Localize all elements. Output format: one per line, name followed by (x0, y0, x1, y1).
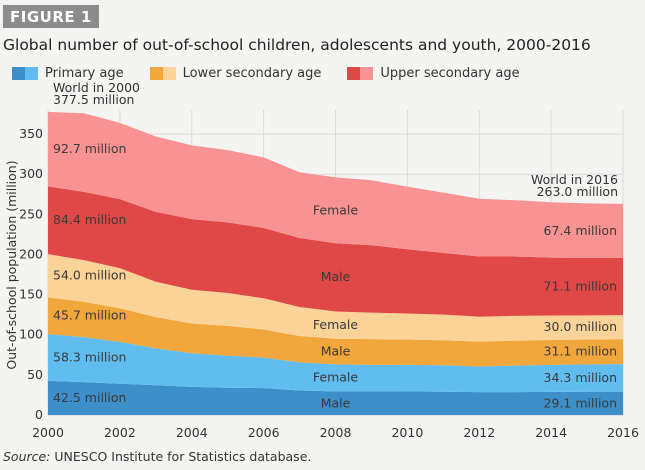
value-labels: 42.5 million 58.3 million 45.7 million 54.0… (53, 141, 617, 410)
value-label: 67.4 million (544, 223, 617, 238)
x-axis-ticks: 2000 2002 2004 2006 2008 2010 2012 2014 2016 (32, 425, 639, 440)
chart-legend: Primary age Lower secondary age Upper se… (12, 66, 546, 81)
world-total-annotation: World in 2016 (531, 172, 618, 187)
x-tick-label: 2004 (176, 425, 208, 440)
legend-swatch-primary-male (12, 67, 25, 80)
legend-swatch-upper-male (347, 67, 361, 80)
area-upper-female (48, 111, 623, 259)
x-tick-label: 2014 (535, 425, 567, 440)
value-label: 58.3 million (53, 349, 126, 364)
y-tick-label: 150 (19, 287, 43, 302)
sex-label: Female (313, 317, 359, 332)
x-tick-label: 2010 (391, 425, 423, 440)
value-label: 45.7 million (53, 308, 126, 323)
value-label: 54.0 million (53, 268, 126, 283)
legend-swatch-lower-male (149, 67, 163, 80)
legend-label-lower-secondary: Lower secondary age (182, 66, 322, 81)
y-axis-label: Out-of-school population (million) (4, 160, 19, 369)
y-tick-label: 350 (19, 126, 43, 141)
world-total-annotation: 263.0 million (537, 184, 618, 199)
sex-label: Male (321, 344, 351, 359)
y-tick-label: 300 (19, 166, 43, 181)
value-label: 34.3 million (544, 370, 617, 385)
value-label: 42.5 million (53, 390, 126, 405)
chart-title: Global number of out-of-school children,… (3, 36, 591, 54)
x-tick-label: 2006 (248, 425, 280, 440)
y-tick-label: 50 (27, 367, 43, 382)
sex-label: Male (321, 269, 351, 284)
area-series (48, 111, 623, 415)
legend-item-lower-secondary: Lower secondary age (149, 66, 322, 81)
x-tick-label: 2002 (104, 425, 136, 440)
figure-label: FIGURE 1 (3, 5, 99, 28)
legend-item-upper-secondary: Upper secondary age (347, 66, 520, 81)
value-label: 92.7 million (53, 141, 126, 156)
source-prefix: Source: (3, 449, 51, 464)
x-tick-label: 2000 (32, 425, 64, 440)
y-axis-ticks: 0 50 100 150 200 250 300 350 (19, 126, 43, 422)
source-text: UNESCO Institute for Statistics database… (50, 449, 312, 464)
area-lower-male (48, 297, 623, 367)
value-label: 30.0 million (544, 319, 617, 334)
area-primary-male (48, 380, 623, 415)
y-tick-label: 0 (35, 407, 43, 422)
value-label: 71.1 million (544, 278, 617, 293)
y-tick-label: 100 (19, 327, 43, 342)
area-upper-male (48, 186, 623, 317)
y-tick-label: 200 (19, 246, 43, 261)
legend-label-upper-secondary: Upper secondary age (380, 66, 520, 81)
x-tick-label: 2016 (607, 425, 639, 440)
legend-label-primary: Primary age (45, 66, 124, 81)
value-label: 84.4 million (53, 212, 126, 227)
sex-label: Male (321, 395, 351, 410)
legend-item-primary: Primary age (12, 66, 124, 81)
source-note: Source: UNESCO Institute for Statistics … (3, 449, 311, 464)
area-lower-female (48, 254, 623, 342)
sex-label: Female (313, 202, 359, 217)
x-tick-label: 2008 (320, 425, 352, 440)
sex-labels: Male Female Male Female Male Female (313, 202, 359, 410)
value-label: 31.1 million (544, 344, 617, 359)
y-tick-label: 250 (19, 206, 43, 221)
world-total-annotation: World in 2000 (53, 80, 140, 95)
legend-swatch-primary-female (25, 67, 38, 80)
x-tick-label: 2012 (463, 425, 495, 440)
world-total-annotation: 377.5 million (53, 92, 134, 107)
area-primary-female (48, 334, 623, 393)
value-label: 29.1 million (544, 395, 617, 410)
sex-label: Female (313, 370, 359, 385)
legend-swatch-lower-female (162, 67, 176, 80)
legend-swatch-upper-female (360, 67, 374, 80)
